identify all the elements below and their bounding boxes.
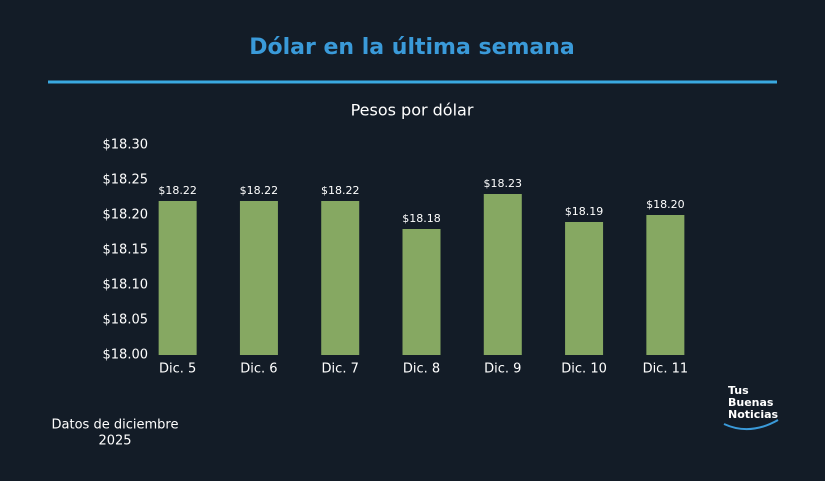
y-tick-label: $18.20 — [103, 208, 149, 223]
logo-text: Tus — [728, 384, 749, 397]
y-tick-label: $18.10 — [103, 278, 149, 293]
logo-arc — [723, 419, 779, 431]
x-tick-label: Dic. 5 — [159, 362, 196, 377]
y-tick-label: $18.30 — [103, 138, 149, 153]
bar — [483, 194, 522, 355]
bar — [646, 215, 685, 355]
bar — [402, 229, 441, 355]
value-label: $18.20 — [646, 198, 685, 211]
chart-title: Dólar en la última semana — [249, 35, 575, 60]
logo-text: Buenas — [728, 396, 774, 409]
y-tick-label: $18.15 — [103, 243, 149, 258]
bar — [239, 201, 278, 355]
y-tick-label: $18.05 — [103, 313, 149, 328]
footnote: Datos de diciembre — [52, 418, 179, 433]
value-label: $18.19 — [565, 205, 604, 218]
bar — [321, 201, 360, 355]
x-tick-label: Dic. 8 — [403, 362, 440, 377]
value-label: $18.22 — [158, 184, 197, 197]
y-tick-label: $18.25 — [103, 173, 149, 188]
x-tick-label: Dic. 11 — [643, 362, 689, 377]
logo-text: Noticias — [728, 408, 779, 421]
chart-subtitle: Pesos por dólar — [351, 101, 474, 120]
x-tick-label: Dic. 7 — [322, 362, 359, 377]
x-tick-label: Dic. 9 — [484, 362, 521, 377]
value-label: $18.23 — [484, 177, 523, 190]
value-label: $18.22 — [321, 184, 360, 197]
value-label: $18.18 — [402, 212, 441, 225]
value-label: $18.22 — [240, 184, 279, 197]
bar — [158, 201, 197, 355]
footnote: 2025 — [98, 434, 131, 449]
x-tick-label: Dic. 6 — [240, 362, 277, 377]
x-tick-label: Dic. 10 — [561, 362, 607, 377]
y-tick-label: $18.00 — [103, 348, 149, 363]
bar — [565, 222, 604, 355]
